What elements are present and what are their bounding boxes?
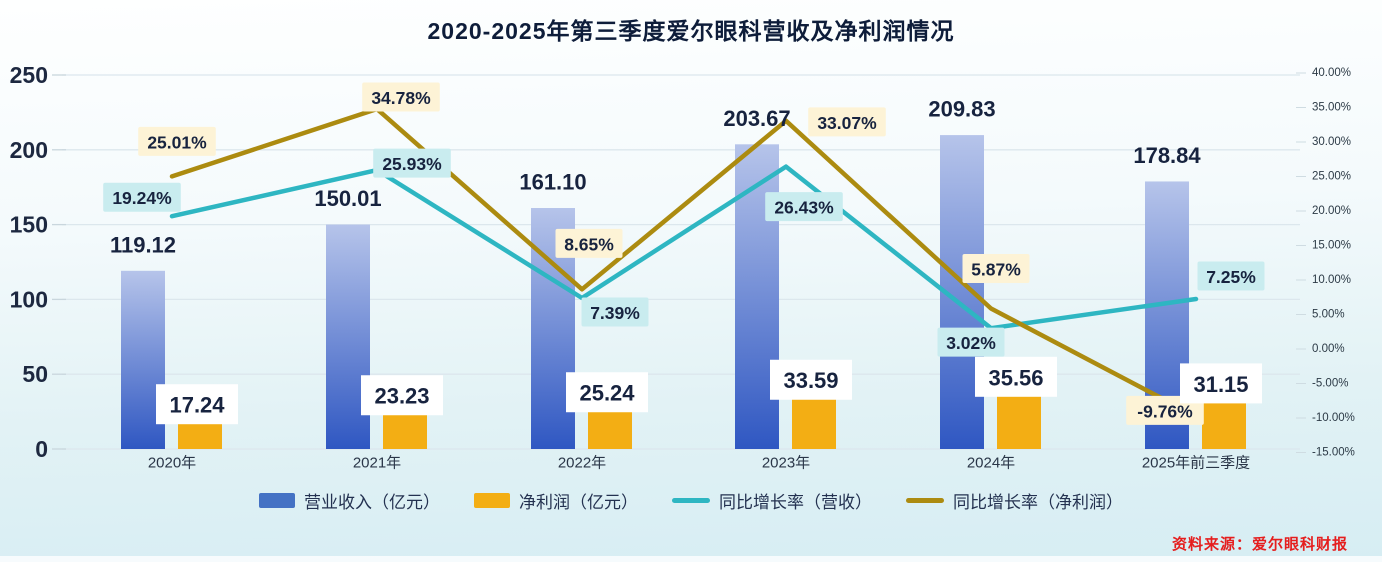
- profit-value-label-bg: [156, 384, 238, 425]
- growth-label-bg: [808, 107, 886, 137]
- profit-value-label-bg: [770, 359, 852, 400]
- profit-growth-line: [169, 106, 1199, 419]
- growth-label-bg: [1197, 261, 1265, 291]
- revenue-value-label: 203.67: [723, 106, 790, 131]
- x-axis-label: 2023年: [762, 455, 810, 472]
- growth-label-bg: [962, 253, 1030, 283]
- growth-label-bg: [581, 297, 649, 327]
- profit-value-label: 35.56: [988, 365, 1043, 390]
- profit-value-label: 31.15: [1193, 372, 1248, 397]
- profit-growth-line-swatch-icon: [906, 498, 944, 503]
- right-axis-label: 15.00%: [1312, 240, 1351, 252]
- right-axis-label: 10.00%: [1312, 274, 1351, 286]
- legend-item-profit-growth: 同比增长率（净利润）: [906, 488, 1123, 513]
- x-axis-label: 2024年: [967, 455, 1015, 472]
- profit-bar: [588, 411, 632, 449]
- profit-bar: [1202, 402, 1246, 449]
- profit-bar: [792, 398, 836, 449]
- revenue-bar: [735, 144, 779, 449]
- x-axis-label: 2022年: [558, 455, 606, 472]
- revenue-value-label: 178.84: [1133, 143, 1201, 168]
- left-axis-label: 50: [22, 361, 48, 387]
- profit-bar-swatch-icon: [474, 493, 510, 508]
- x-axis-label: 2020年: [148, 455, 196, 472]
- left-axis-label: 250: [10, 62, 48, 88]
- x-axis-label: 2021年: [353, 455, 401, 472]
- profit-value-label: 25.24: [579, 381, 635, 406]
- growth-label-bg: [138, 126, 216, 156]
- revenue-growth-line-swatch-icon: [672, 498, 710, 503]
- source-note: 资料来源：爱尔眼科财报: [1171, 536, 1348, 553]
- growth-label: 34.78%: [371, 88, 431, 108]
- left-axis-label: 200: [10, 137, 48, 163]
- growth-label: 3.02%: [946, 333, 996, 353]
- growth-label: 25.01%: [147, 132, 207, 152]
- revenue-value-label: 161.10: [519, 169, 586, 194]
- bottom-strip: [0, 556, 1382, 562]
- growth-label: 25.93%: [382, 154, 442, 174]
- growth-label: 7.39%: [590, 303, 640, 323]
- revenue-growth-line: [169, 164, 1199, 331]
- legend-label-profit-growth: 同比增长率（净利润）: [953, 493, 1123, 512]
- growth-label: 8.65%: [564, 234, 614, 254]
- right-axis-label: -5.00%: [1312, 378, 1348, 390]
- revenue-bar: [326, 224, 370, 449]
- growth-label-bg: [555, 228, 623, 258]
- revenue-value-label: 150.01: [314, 186, 381, 211]
- growth-label: 33.07%: [817, 113, 877, 133]
- left-axis-label: 100: [10, 286, 48, 312]
- right-axis-label: 0.00%: [1312, 343, 1345, 355]
- right-axis-label: 30.00%: [1312, 136, 1351, 148]
- right-axis-label: 20.00%: [1312, 205, 1351, 217]
- profit-value-label-bg: [566, 372, 648, 413]
- growth-label: 19.24%: [112, 188, 172, 208]
- right-axis-label: 25.00%: [1312, 171, 1351, 183]
- profit-value-label-bg: [361, 375, 443, 416]
- chart-title: 2020-2025年第三季度爱尔眼科营收及净利润情况: [427, 18, 955, 44]
- left-axis-label: 150: [10, 212, 48, 238]
- profit-value-label: 33.59: [783, 368, 838, 393]
- legend-label-revenue: 营业收入（亿元）: [304, 493, 440, 512]
- growth-label-bg: [765, 192, 843, 222]
- growth-label: 26.43%: [774, 198, 834, 218]
- legend-label-profit: 净利润（亿元）: [519, 493, 638, 512]
- right-axis-label: -15.00%: [1312, 447, 1355, 459]
- legend-item-profit: 净利润（亿元）: [474, 488, 638, 513]
- right-axis-label: 5.00%: [1312, 309, 1345, 321]
- revenue-bar-swatch-icon: [259, 493, 295, 508]
- x-axis-label: 2025年前三季度: [1142, 455, 1250, 472]
- right-axis-label: 35.00%: [1312, 102, 1351, 114]
- growth-label: 5.87%: [971, 259, 1021, 279]
- growth-label: -9.76%: [1137, 401, 1193, 421]
- growth-label-bg: [373, 148, 451, 178]
- growth-label: 7.25%: [1206, 267, 1256, 287]
- profit-value-label: 17.24: [169, 393, 225, 418]
- right-axis-label: -10.00%: [1312, 412, 1355, 424]
- growth-label-bg: [362, 82, 440, 112]
- legend-item-revenue-growth: 同比增长率（营收）: [672, 488, 872, 513]
- legend-item-revenue: 营业收入（亿元）: [259, 488, 440, 513]
- growth-label-bg: [937, 327, 1005, 357]
- legend-label-revenue-growth: 同比增长率（营收）: [719, 493, 872, 512]
- revenue-value-label: 209.83: [928, 97, 995, 122]
- chart-legend: 营业收入（亿元） 净利润（亿元） 同比增长率（营收） 同比增长率（净利润）: [0, 488, 1382, 513]
- growth-label-bg: [103, 182, 181, 212]
- profit-bar: [383, 414, 427, 449]
- profit-bar: [178, 423, 222, 449]
- profit-value-label-bg: [1180, 363, 1262, 404]
- right-axis-label: 40.00%: [1312, 67, 1351, 79]
- revenue-value-label: 119.12: [110, 232, 176, 257]
- profit-bar: [997, 395, 1041, 449]
- left-axis-label: 0: [35, 436, 48, 462]
- profit-value-label-bg: [975, 356, 1057, 397]
- profit-value-label: 23.23: [374, 384, 429, 409]
